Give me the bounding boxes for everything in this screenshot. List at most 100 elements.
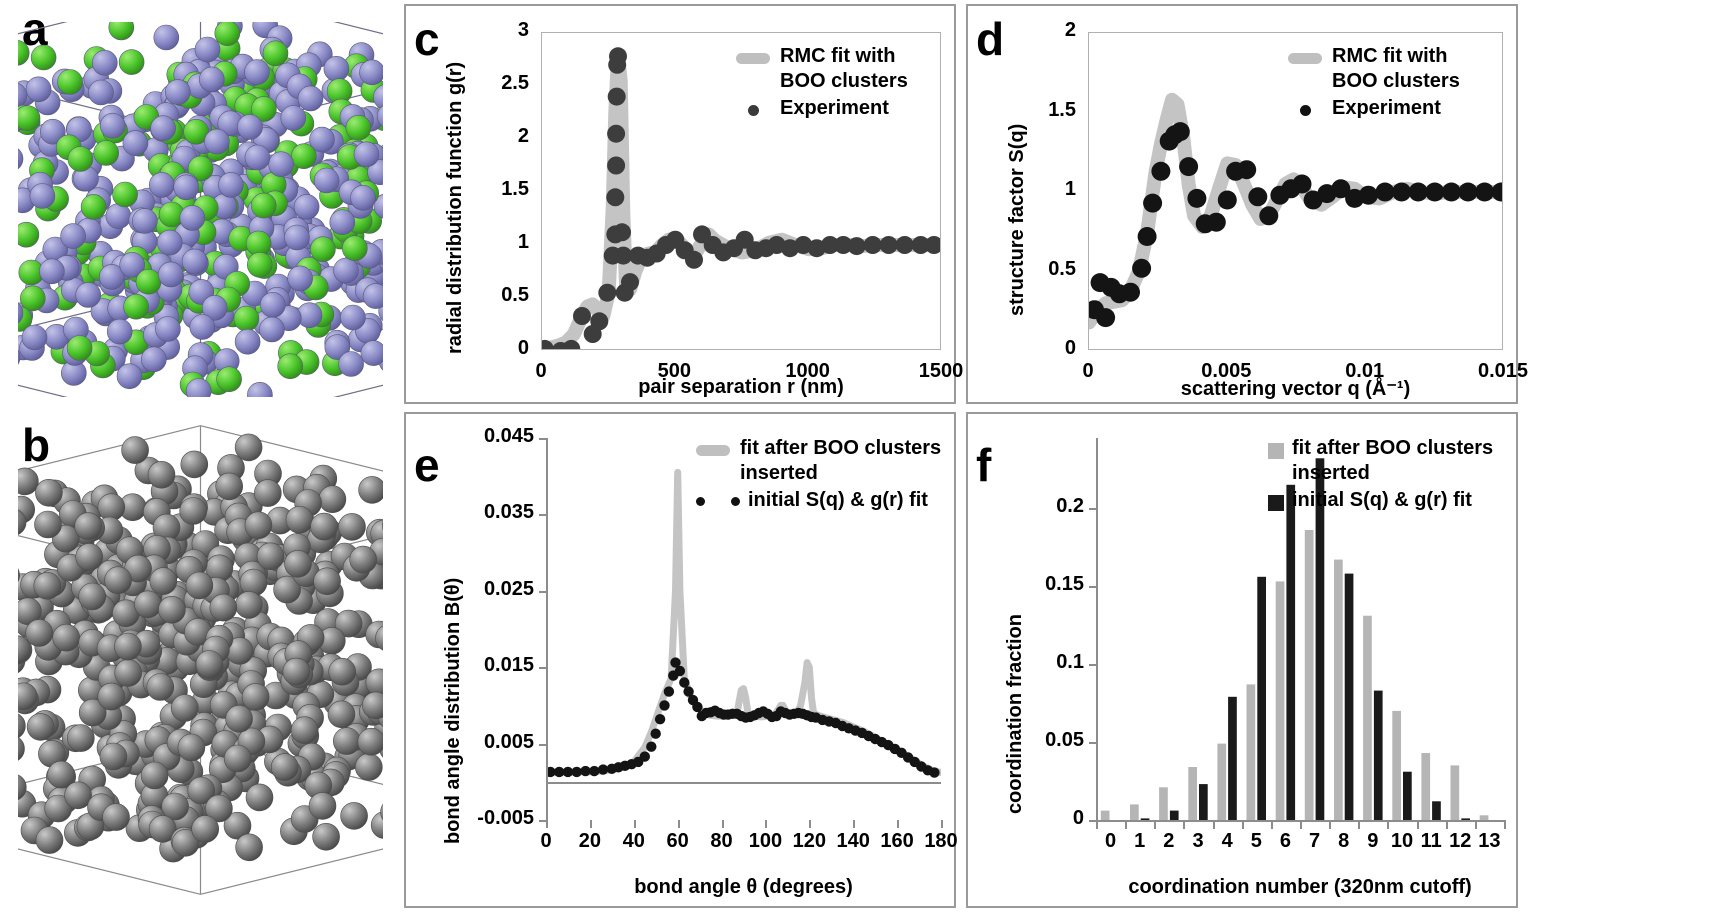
- data-point: [562, 339, 581, 349]
- x-tick-mark: [897, 820, 900, 828]
- data-point: [554, 766, 565, 778]
- data-point: [639, 751, 650, 762]
- legend-item: Experiment: [736, 96, 951, 121]
- x-tick-label: 0: [540, 830, 552, 852]
- panel-a-svg: [18, 22, 383, 397]
- x-tick-mark: [1300, 820, 1302, 829]
- y-tick-label: 0: [1072, 807, 1084, 829]
- y-tick-label: 1.5: [1048, 98, 1076, 121]
- data-point: [1132, 258, 1152, 278]
- x-tick-mark: [1387, 820, 1390, 829]
- data-point: [598, 283, 617, 302]
- data-point: [929, 767, 940, 778]
- y-tick-mark: [539, 438, 547, 440]
- y-tick-mark: [1089, 742, 1097, 745]
- x-tick-label: 9: [1367, 830, 1379, 852]
- data-point: [580, 765, 591, 777]
- data-point: [646, 741, 657, 752]
- data-point: [650, 728, 661, 739]
- data-point: [674, 665, 686, 677]
- particles: [18, 433, 383, 863]
- y-tick-label: 1.5: [501, 178, 529, 200]
- legend-item-label: fit after BOO clusters inserted: [1292, 437, 1494, 484]
- bar: [1199, 784, 1208, 820]
- data-point: [683, 686, 694, 697]
- bar: [1188, 767, 1197, 820]
- y-tick-mark: [539, 743, 547, 746]
- x-tick-mark: [1504, 820, 1506, 829]
- y-tick-label: 0.015: [483, 654, 534, 677]
- y-tick-label: 1: [1064, 178, 1076, 200]
- x-tick-label: 80: [710, 830, 733, 852]
- data-point: [847, 237, 866, 256]
- data-point: [1179, 157, 1199, 177]
- y-tick-label: 0.05: [1045, 729, 1084, 752]
- panel-a-particle-box: [18, 22, 383, 397]
- y-tick-label: 2: [1064, 19, 1076, 41]
- data-point: [1408, 182, 1428, 202]
- x-tick-mark: [1358, 820, 1361, 829]
- y-tick-label: 0.5: [1048, 257, 1076, 280]
- panel-f: f coordination fraction 0 0.05 0.1 0.15 0.2 0…: [966, 412, 1518, 908]
- bar: [1450, 765, 1460, 820]
- panel-e-y-axis-title: bond angle distribution B(θ): [442, 577, 464, 844]
- panel-e-letter: e: [414, 439, 440, 491]
- panel-f-series-svg: [1100, 458, 1489, 820]
- data-point: [1170, 122, 1190, 142]
- bar: [1275, 581, 1285, 820]
- legend-item: RMC fit with BOO clusters: [1288, 44, 1513, 94]
- bar: [1140, 818, 1150, 820]
- legend-item-label: initial S(q) & g(r) fit: [1292, 489, 1472, 511]
- legend-square-swatch: [1268, 495, 1284, 511]
- data-point: [614, 246, 633, 265]
- panel-c-y-axis-title: radial distribution function g(r): [444, 61, 466, 354]
- y-tick-label: 0.15: [1045, 573, 1084, 596]
- panel-b: b: [8, 410, 390, 910]
- pd-plot-series-svg: [1089, 92, 1502, 330]
- y-tick-label: 0.035: [483, 501, 534, 524]
- x-tick-label: 180: [924, 830, 958, 852]
- x-tick-mark: [809, 820, 812, 828]
- panel-c-legend: RMC fit with BOO clusters Experiment: [736, 44, 951, 123]
- panel-f-letter: f: [976, 439, 992, 491]
- panel-d-plot-area: [1088, 32, 1503, 350]
- data-point: [1358, 185, 1378, 205]
- panel-f-y-axis-title: coordination fraction: [1004, 614, 1026, 814]
- data-point: [562, 766, 574, 778]
- bar: [1432, 801, 1441, 820]
- x-tick-label: 13: [1478, 830, 1501, 852]
- x-tick-label: 120: [792, 830, 827, 852]
- panel-c: c radial distribution function g(r) 0 0.5…: [404, 4, 963, 404]
- x-tick-mark: [1445, 820, 1448, 829]
- bar: [1363, 615, 1372, 820]
- bar: [1286, 484, 1296, 820]
- data-point: [1425, 182, 1445, 202]
- y-axis-line: [1096, 438, 1098, 820]
- data-point: [911, 236, 930, 254]
- y-tick-mark: [1089, 664, 1097, 667]
- fit-curve: [546, 468, 941, 777]
- panel-f-x-axis-title: coordination number (320nm cutoff): [1128, 876, 1472, 898]
- x-tick-label: 40: [622, 830, 645, 852]
- bar: [1392, 710, 1401, 820]
- panel-d: d structure factor S(q) 0 0.5 1 1.5 2 0 0.005 0…: [966, 4, 1528, 404]
- legend-dot-swatch: [736, 105, 770, 116]
- x-tick-label: 0: [535, 360, 547, 382]
- x-tick-label: 0.015: [1477, 360, 1529, 382]
- bar: [1228, 696, 1237, 820]
- x-tick-mark: [1183, 820, 1186, 829]
- data-point: [863, 236, 882, 254]
- data-point: [1151, 161, 1171, 181]
- data-point: [589, 765, 600, 777]
- x-tick-label: 3: [1192, 830, 1204, 852]
- data-point: [1331, 179, 1351, 199]
- y-axis-line: [546, 438, 548, 820]
- bar: [1373, 690, 1383, 820]
- legend-item-label: Experiment: [1332, 97, 1441, 119]
- x-tick-mark: [546, 820, 548, 828]
- data-point: [1259, 206, 1279, 226]
- data-point: [597, 764, 609, 775]
- data-point: [607, 87, 626, 106]
- panel-d-legend: RMC fit with BOO clusters Experiment: [1288, 44, 1513, 123]
